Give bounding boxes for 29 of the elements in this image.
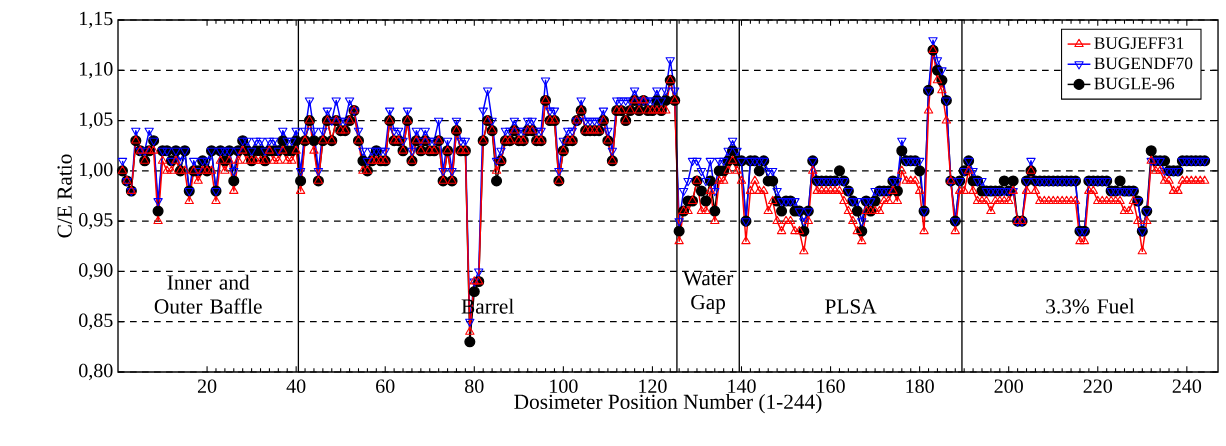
y-tick-label: 0,80 xyxy=(79,363,113,381)
legend-label: BUGJEFF31 xyxy=(1094,37,1184,49)
annotation: Water Gap xyxy=(682,271,734,314)
x-tick-label: 220 xyxy=(1083,379,1113,393)
x-tick-label: 240 xyxy=(1172,379,1202,393)
x-tick-label: 140 xyxy=(728,379,756,393)
x-tick-label: 180 xyxy=(906,379,934,393)
x-tick-label: 120 xyxy=(639,379,667,393)
x-tick-label: 60 xyxy=(376,379,395,393)
y-tick-label: 1,15 xyxy=(80,11,113,29)
y-tick-label: 0,90 xyxy=(79,263,113,280)
y-tick-label: 0,95 xyxy=(79,212,113,230)
y-tick-label: 0,85 xyxy=(79,313,113,330)
x-tick-label: 40 xyxy=(286,379,306,393)
y-tick-label: 1,10 xyxy=(80,62,113,79)
legend-label: BUGENDF70 xyxy=(1094,57,1193,70)
x-tick-label: 160 xyxy=(817,379,845,393)
x-tick-label: 20 xyxy=(197,379,217,393)
y-axis-title: C/E Ratio xyxy=(57,154,72,238)
annotation: PLSA xyxy=(825,299,877,314)
x-axis-title: Dosimeter Position Number (1-244) xyxy=(514,394,822,414)
annotation: Inner and Outer Baffle xyxy=(154,274,262,314)
annotation: 3.3% Fuel xyxy=(1046,298,1135,314)
x-tick-label: 80 xyxy=(465,379,484,393)
x-tick-label: 100 xyxy=(550,379,578,393)
y-tick-label: 1,05 xyxy=(80,112,113,129)
x-tick-label: 200 xyxy=(994,379,1023,393)
legend-label: BUGLE-96 xyxy=(1094,77,1175,90)
y-tick-label: 1,00 xyxy=(80,162,113,180)
